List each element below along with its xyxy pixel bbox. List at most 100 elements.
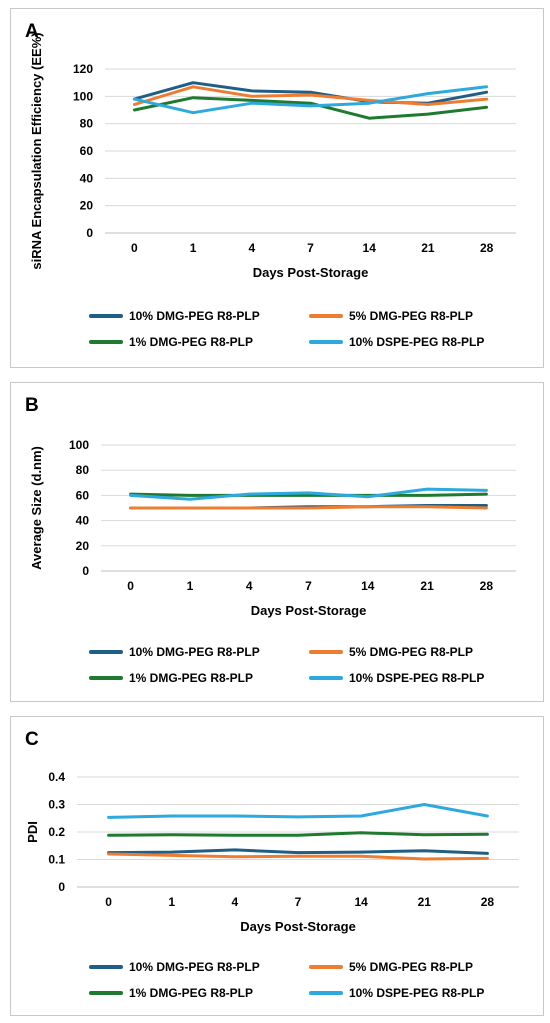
legend-item: 1% DMG-PEG R8-PLP	[89, 335, 253, 349]
legend-item: 1% DMG-PEG R8-PLP	[89, 986, 253, 1000]
legend-swatch	[89, 991, 123, 995]
legend-item: 10% DSPE-PEG R8-PLP	[309, 986, 484, 1000]
legend-swatch	[89, 676, 123, 680]
y-tick-label: 60	[80, 144, 94, 158]
legend-swatch	[89, 650, 123, 654]
y-tick-label: 60	[76, 488, 90, 502]
y-tick-label: 0.1	[48, 853, 65, 867]
x-tick-label: 14	[354, 895, 368, 909]
legend-label: 10% DMG-PEG R8-PLP	[129, 960, 260, 974]
legend-swatch	[89, 965, 123, 969]
y-tick-label: 100	[73, 89, 93, 103]
x-tick-label: 4	[248, 241, 255, 255]
legend-item: 1% DMG-PEG R8-PLP	[89, 671, 253, 685]
legend-label: 10% DSPE-PEG R8-PLP	[349, 986, 485, 1000]
series-line-3	[129, 492, 488, 497]
series-line-4	[107, 803, 489, 819]
legend-label: 5% DMG-PEG R8-PLP	[349, 645, 474, 659]
x-tick-label: 14	[361, 579, 375, 593]
legend-swatch	[89, 314, 123, 318]
legend-item: 5% DMG-PEG R8-PLP	[309, 645, 473, 659]
series-line-1	[107, 848, 489, 855]
series-line-3	[132, 96, 489, 120]
panel-letter: C	[25, 729, 39, 750]
y-tick-label: 80	[80, 117, 94, 131]
x-tick-label: 21	[418, 895, 432, 909]
y-tick-label: 0.2	[48, 825, 65, 839]
panel-letter: B	[25, 395, 39, 416]
series-line-2	[107, 852, 489, 861]
y-tick-label: 40	[76, 514, 90, 528]
x-axis-title: Days Post-Storage	[253, 265, 369, 280]
legend-swatch	[309, 650, 343, 654]
x-tick-label: 7	[307, 241, 314, 255]
series-line-2	[129, 505, 488, 510]
y-axis-title: PDI	[25, 821, 40, 843]
x-tick-label: 0	[127, 579, 134, 593]
legend-swatch	[309, 965, 343, 969]
x-axis-title: Days Post-Storage	[240, 919, 356, 934]
x-tick-label: 4	[246, 579, 253, 593]
x-tick-label: 21	[420, 579, 434, 593]
x-tick-label: 14	[363, 241, 377, 255]
series-line-4	[129, 487, 488, 501]
legend-swatch	[309, 676, 343, 680]
y-tick-label: 0	[58, 880, 65, 894]
legend-item: 5% DMG-PEG R8-PLP	[309, 960, 473, 974]
x-tick-label: 0	[105, 895, 112, 909]
x-tick-label: 21	[421, 241, 435, 255]
y-tick-label: 80	[76, 463, 90, 477]
x-tick-label: 7	[305, 579, 312, 593]
legend-swatch	[309, 991, 343, 995]
legend-label: 5% DMG-PEG R8-PLP	[349, 960, 474, 974]
y-axis-title: Average Size (d.nm)	[29, 446, 44, 570]
x-tick-label: 0	[131, 241, 138, 255]
x-tick-label: 1	[190, 241, 197, 255]
series-line-4	[132, 85, 489, 115]
legend-label: 10% DSPE-PEG R8-PLP	[349, 671, 485, 685]
x-tick-label: 1	[187, 579, 194, 593]
legend-item: 5% DMG-PEG R8-PLP	[309, 309, 473, 323]
y-tick-label: 20	[80, 199, 94, 213]
x-tick-label: 1	[168, 895, 175, 909]
y-tick-label: 40	[80, 171, 94, 185]
legend-label: 10% DMG-PEG R8-PLP	[129, 309, 260, 323]
legend-item: 10% DMG-PEG R8-PLP	[89, 960, 260, 974]
panel-b: B 0 20 40 60 80 100 0 1 4 7 14 21 28 Days Post-Storag…	[10, 382, 544, 702]
legend-item: 10% DMG-PEG R8-PLP	[89, 645, 260, 659]
legend-swatch	[89, 340, 123, 344]
legend-item: 10% DSPE-PEG R8-PLP	[309, 671, 484, 685]
panel-letter: A	[25, 21, 39, 42]
legend-swatch	[309, 340, 343, 344]
x-tick-label: 7	[295, 895, 302, 909]
panel-a: A 0 20 40 60 80 100 120 0 1 4 7 14 21 28 Days Post-Sto…	[10, 8, 544, 368]
legend-label: 1% DMG-PEG R8-PLP	[129, 986, 254, 1000]
x-tick-label: 4	[232, 895, 239, 909]
x-axis-title: Days Post-Storage	[251, 603, 367, 618]
legend-label: 1% DMG-PEG R8-PLP	[129, 671, 254, 685]
x-tick-label: 28	[480, 241, 494, 255]
legend-label: 1% DMG-PEG R8-PLP	[129, 335, 254, 349]
x-tick-label: 28	[480, 579, 494, 593]
y-tick-label: 0.3	[48, 798, 65, 812]
legend-item: 10% DMG-PEG R8-PLP	[89, 309, 260, 323]
y-tick-label: 0	[86, 226, 93, 240]
y-tick-label: 0	[82, 564, 89, 578]
y-tick-label: 120	[73, 62, 93, 76]
y-tick-label: 0.4	[48, 770, 65, 784]
y-axis-title: siRNA Encapsulation Efficiency (EE%)	[29, 32, 44, 269]
legend-label: 5% DMG-PEG R8-PLP	[349, 309, 474, 323]
panel-c: C 0 0.1 0.2 0.3 0.4 0 1 4 7 14 21 28 Days Post-Stora…	[10, 716, 544, 1016]
x-tick-label: 28	[481, 895, 495, 909]
series-line-3	[107, 831, 489, 837]
series-line-2	[132, 85, 489, 106]
legend-swatch	[309, 314, 343, 318]
y-tick-label: 100	[69, 438, 89, 452]
legend-item: 10% DSPE-PEG R8-PLP	[309, 335, 484, 349]
legend-label: 10% DMG-PEG R8-PLP	[129, 645, 260, 659]
legend-label: 10% DSPE-PEG R8-PLP	[349, 335, 485, 349]
y-tick-label: 20	[76, 539, 90, 553]
